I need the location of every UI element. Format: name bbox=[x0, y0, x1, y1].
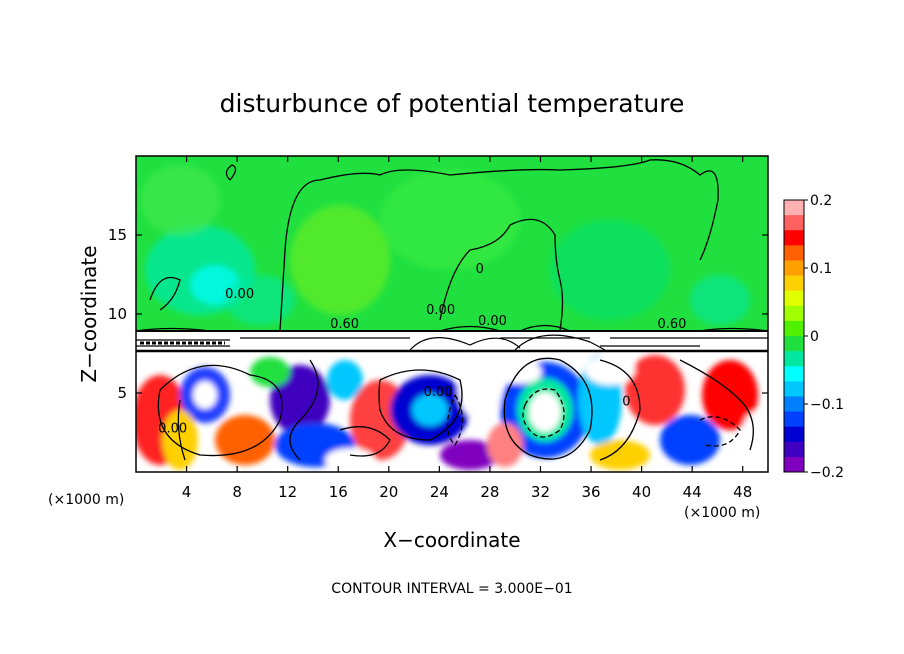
colorbar-swatch bbox=[784, 396, 804, 413]
x-tick-label: 8 bbox=[232, 483, 242, 501]
x-units-right: (×1000 m) bbox=[684, 505, 760, 521]
colorbar-swatch bbox=[784, 305, 804, 322]
colorbar-swatch bbox=[784, 260, 804, 277]
contour-label: 0 bbox=[622, 395, 630, 410]
y-axis-label: Z−coordinate bbox=[77, 245, 101, 382]
x-tick-label: 16 bbox=[329, 483, 348, 501]
upper-layer-shading bbox=[140, 165, 750, 325]
colorbar-swatch bbox=[784, 230, 804, 246]
contour-label: 0.60 bbox=[657, 317, 686, 332]
contour-label: 0 bbox=[476, 262, 484, 277]
x-units-left: (×1000 m) bbox=[48, 492, 124, 508]
colorbar-swatch bbox=[784, 426, 804, 443]
contour-label: 0.00 bbox=[424, 385, 453, 400]
x-tick-label: 12 bbox=[278, 483, 297, 501]
x-tick-label: 32 bbox=[531, 483, 550, 501]
x-tick-label: 40 bbox=[632, 483, 651, 501]
colorbar-tick-label: 0 bbox=[810, 329, 819, 345]
inversion-contours bbox=[136, 324, 768, 353]
x-tick-label: 24 bbox=[430, 483, 449, 501]
contour-interval-footer: CONTOUR INTERVAL = 3.000E−01 bbox=[331, 581, 572, 597]
colorbar-axis: 0.2 0.1 0 −0.1 −0.2 bbox=[804, 193, 844, 481]
contour-label: 0.00 bbox=[426, 303, 455, 318]
y-tick-label: 15 bbox=[108, 226, 127, 244]
colorbar-tick-label: 0.1 bbox=[810, 261, 832, 277]
colorbar bbox=[784, 200, 804, 473]
y-axis: 5 10 15 bbox=[108, 226, 768, 402]
colorbar-swatch bbox=[784, 336, 804, 352]
colorbar-swatch bbox=[784, 366, 804, 382]
colorbar-swatch bbox=[784, 381, 804, 397]
x-tick-label: 48 bbox=[733, 483, 752, 501]
colorbar-tick-label: 0.2 bbox=[810, 193, 832, 209]
x-tick-label: 44 bbox=[683, 483, 702, 501]
contour-label: 0.00 bbox=[478, 314, 507, 329]
colorbar-tick-label: −0.2 bbox=[810, 465, 844, 481]
contour-label: 0.60 bbox=[330, 317, 359, 332]
x-tick-label: 28 bbox=[480, 483, 499, 501]
colorbar-swatch bbox=[784, 275, 804, 292]
inversion-band bbox=[136, 331, 768, 351]
contour-labels: 0.00 0.60 0.00 0 0.00 0.00 0.60 0 0.00 bbox=[158, 262, 686, 437]
colorbar-swatch bbox=[784, 245, 804, 261]
colorbar-tick-label: −0.1 bbox=[810, 397, 844, 413]
colorbar-swatch bbox=[784, 351, 804, 367]
x-tick-label: 36 bbox=[581, 483, 600, 501]
colorbar-swatch bbox=[784, 215, 804, 231]
plot-area: 0.00 0.60 0.00 0 0.00 0.00 0.60 0 0.00 bbox=[136, 156, 768, 472]
colorbar-swatch bbox=[784, 441, 804, 458]
colorbar-swatch bbox=[784, 456, 804, 473]
x-tick-label: 20 bbox=[379, 483, 398, 501]
contour-label: 0.00 bbox=[225, 287, 254, 302]
y-tick-label: 10 bbox=[108, 305, 127, 323]
x-axis-label: X−coordinate bbox=[383, 528, 520, 552]
contour-lines bbox=[149, 159, 754, 461]
chart-title: disturbunce of potential temperature bbox=[220, 89, 685, 118]
contour-label: 0.00 bbox=[158, 422, 187, 437]
colorbar-swatch bbox=[784, 411, 804, 428]
x-axis: 4 8 12 16 20 24 28 32 36 40 44 48 bbox=[182, 156, 752, 501]
colorbar-swatch bbox=[784, 320, 804, 337]
colorbar-swatch bbox=[784, 290, 804, 307]
x-tick-label: 4 bbox=[182, 483, 192, 501]
y-tick-label: 5 bbox=[117, 384, 127, 402]
colorbar-swatch bbox=[784, 200, 804, 216]
